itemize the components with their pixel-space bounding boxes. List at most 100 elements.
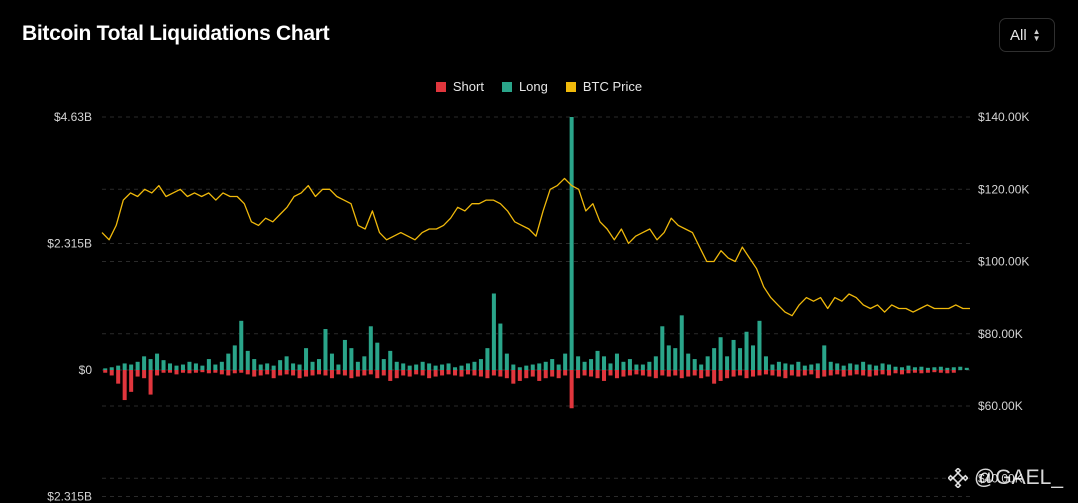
long-bar <box>576 356 581 370</box>
short-bar <box>219 370 224 375</box>
short-bar <box>168 370 173 373</box>
short-bar <box>595 370 600 379</box>
long-bar <box>168 363 173 370</box>
short-bar <box>155 370 160 376</box>
long-bar <box>589 359 594 370</box>
y-left-tick-label: $2.315B <box>47 490 92 503</box>
short-bar <box>362 370 367 376</box>
long-bar <box>485 348 490 370</box>
long-bar <box>180 364 185 370</box>
short-bar <box>673 370 678 376</box>
time-range-select[interactable]: All ▲ ▼ <box>999 18 1055 52</box>
short-bar <box>180 370 185 373</box>
short-bar <box>304 370 309 377</box>
long-bar <box>278 360 283 370</box>
long-bar <box>329 353 334 370</box>
short-bar <box>854 370 859 375</box>
short-bar <box>738 370 743 376</box>
long-bar <box>938 366 943 370</box>
y-right-tick-label: $80.00K <box>978 327 1023 341</box>
short-bar <box>329 370 334 379</box>
y-right-tick-label: $100.00K <box>978 255 1029 269</box>
long-bar <box>336 364 341 370</box>
short-bar <box>226 370 231 376</box>
long-bar <box>414 364 419 370</box>
short-bar <box>951 370 956 373</box>
y-right-tick-label: $40.00K <box>978 471 1023 485</box>
short-bar <box>919 370 924 374</box>
time-range-value: All <box>1010 26 1027 44</box>
short-bar <box>757 370 762 376</box>
short-bar <box>718 370 723 381</box>
short-bar <box>517 370 522 381</box>
long-bar <box>517 367 522 370</box>
long-bar <box>925 367 930 370</box>
long-bar <box>679 315 684 370</box>
short-bar <box>472 370 477 376</box>
short-bar <box>712 370 717 384</box>
legend-item-btc-price[interactable]: BTC Price <box>565 79 642 94</box>
legend-item-short[interactable]: Short <box>435 79 484 94</box>
long-bar <box>634 364 639 370</box>
legend-item-long[interactable]: Long <box>501 79 548 94</box>
long-bar <box>602 356 607 370</box>
short-bar <box>414 370 419 375</box>
short-bar <box>297 370 302 379</box>
short-bar <box>893 370 898 374</box>
short-bar <box>187 370 192 374</box>
long-bar <box>919 366 924 370</box>
short-bar <box>109 370 114 376</box>
long-bar <box>265 363 270 370</box>
long-bar <box>291 363 296 370</box>
long-bar <box>375 342 380 370</box>
long-bar <box>738 348 743 370</box>
long-bar <box>893 366 898 370</box>
long-bar <box>142 356 147 370</box>
long-bar <box>226 353 231 370</box>
short-bar <box>148 370 153 395</box>
short-bar <box>206 370 211 374</box>
long-bar <box>362 356 367 370</box>
long-bar <box>867 364 872 370</box>
short-bar <box>310 370 315 376</box>
long-bar <box>608 363 613 370</box>
short-bar <box>498 370 503 377</box>
y-right-tick-label: $120.00K <box>978 182 1029 196</box>
long-bar <box>187 361 192 370</box>
long-bar <box>763 356 768 370</box>
long-bar <box>258 364 263 370</box>
long-bar <box>355 361 360 370</box>
short-bar <box>563 370 568 376</box>
long-bar <box>109 367 114 370</box>
long-bar <box>252 359 257 370</box>
short-bar <box>809 370 814 375</box>
short-bar <box>744 370 749 379</box>
short-bar <box>161 370 166 373</box>
short-bar <box>912 370 917 373</box>
short-bar <box>278 370 283 376</box>
short-bar <box>465 370 470 375</box>
long-bar <box>381 359 386 370</box>
short-bar <box>193 370 198 373</box>
short-bar <box>861 370 866 376</box>
short-bar <box>867 370 872 377</box>
long-bar <box>841 365 846 370</box>
short-bar <box>103 370 108 373</box>
short-bar <box>543 370 548 379</box>
long-bar <box>796 361 801 370</box>
long-bar <box>958 366 963 370</box>
long-bar <box>757 320 762 370</box>
long-bar <box>420 361 425 370</box>
short-bar <box>835 370 840 375</box>
long-bar <box>964 367 969 370</box>
long-bar <box>744 331 749 370</box>
long-bar <box>297 364 302 370</box>
long-bar <box>245 350 250 370</box>
long-bar <box>595 350 600 370</box>
short-bar <box>239 370 244 373</box>
long-bar <box>129 364 134 370</box>
long-bar <box>537 363 542 370</box>
short-bar <box>342 370 347 376</box>
long-bar <box>407 365 412 370</box>
short-bar <box>899 370 904 375</box>
